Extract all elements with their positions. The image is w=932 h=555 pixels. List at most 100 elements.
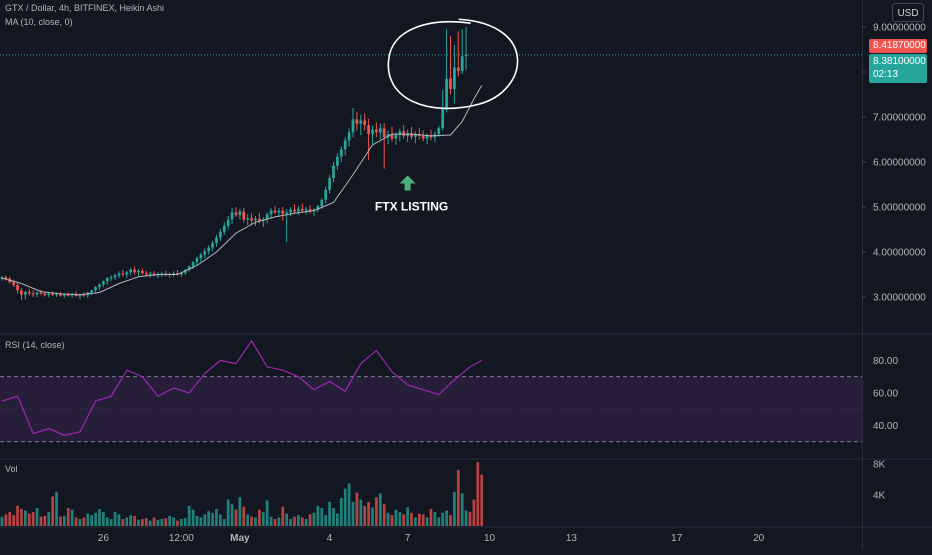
volume-bar — [347, 483, 351, 526]
candle-body — [66, 294, 70, 296]
candle-body — [12, 282, 16, 285]
volume-bar — [86, 513, 90, 526]
candle-body — [332, 165, 335, 179]
candle-body — [74, 294, 78, 297]
candle-body — [129, 269, 133, 273]
candle-body — [339, 149, 343, 157]
price-tick-label: 5.00000000 — [873, 203, 926, 214]
volume-bar — [234, 509, 238, 526]
volume-bar — [199, 517, 203, 526]
volume-bar — [222, 519, 226, 526]
candle-body — [55, 294, 58, 296]
volume-bar — [414, 517, 417, 526]
volume-bar — [176, 520, 179, 526]
candle-body — [375, 129, 378, 133]
currency-button[interactable]: USD — [892, 3, 924, 22]
candle-body — [410, 133, 413, 137]
candle-body — [180, 272, 183, 275]
volume-bar — [456, 470, 460, 526]
time-tick-label: 17 — [671, 533, 683, 544]
volume-bar — [328, 501, 331, 526]
volume-bar — [250, 516, 253, 526]
volume-bar — [164, 518, 168, 526]
volume-bar — [410, 512, 413, 526]
volume-bar — [265, 500, 269, 526]
bar-countdown: 02:13 — [873, 69, 899, 80]
candle-body — [316, 206, 320, 210]
candle-body — [195, 258, 199, 263]
candle-body — [27, 292, 31, 294]
volume-bar — [113, 512, 117, 526]
price-tick-label: 4.00000000 — [873, 248, 926, 259]
candle-body — [445, 78, 448, 108]
volume-bar — [156, 519, 160, 526]
candle-body — [59, 294, 62, 296]
volume-bar — [382, 504, 386, 526]
candle-body — [347, 132, 351, 141]
candle-body — [62, 294, 66, 296]
time-tick-label: 12:00 — [169, 533, 194, 544]
rsi-legend[interactable]: RSI (14, close) — [5, 340, 65, 350]
candle-body — [109, 277, 113, 279]
candle-body — [226, 219, 230, 226]
price-tick-label: 9.00000000 — [873, 23, 926, 34]
volume-bar — [293, 516, 296, 526]
candle-body — [98, 284, 101, 288]
volume-bar — [4, 514, 8, 526]
time-tick-label: 13 — [566, 533, 578, 544]
highlight-circle — [387, 18, 519, 110]
candle-body — [320, 199, 324, 207]
volume-bar — [109, 519, 113, 526]
ask-price-tag: 8.41870000 — [869, 39, 927, 53]
candle-body — [199, 254, 203, 259]
rsi-tick-label: 80.00 — [873, 356, 898, 367]
volume-bar — [312, 512, 316, 526]
volume-bar — [59, 516, 62, 526]
volume-bar — [246, 514, 250, 526]
symbol-legend[interactable]: GTX / Dollar, 4h, BITFINEX, Heikin Ashi — [5, 3, 165, 13]
volume-bar — [16, 505, 19, 526]
volume-bar — [144, 518, 148, 526]
volume-bar — [148, 520, 152, 526]
volume-bar — [215, 508, 218, 526]
volume-bar — [277, 517, 281, 526]
candle-body — [378, 128, 382, 133]
volume-bar — [258, 509, 261, 526]
candle-body — [464, 54, 468, 57]
candle-body — [176, 273, 179, 275]
volume-bar — [105, 517, 109, 526]
volume-bar — [35, 508, 39, 526]
rsi-tick-label: 40.00 — [873, 421, 898, 432]
volume-bar — [417, 513, 421, 526]
volume-bar — [55, 491, 58, 526]
volume-bar — [445, 510, 448, 526]
volume-bar — [137, 519, 140, 526]
price-tick-label: 3.00000000 — [873, 293, 926, 304]
candle-body — [105, 278, 109, 282]
volume-bar — [66, 508, 70, 526]
candle-body — [460, 56, 464, 72]
volume-bar — [390, 515, 394, 526]
candle-body — [367, 125, 370, 135]
volume-bar — [43, 515, 47, 526]
volume-bar — [152, 517, 156, 526]
volume-bar — [437, 517, 441, 526]
ma-legend[interactable]: MA (10, close, 0) — [5, 17, 73, 27]
candle-body — [133, 269, 136, 273]
volume-bar — [304, 519, 308, 526]
candle-body — [20, 290, 23, 295]
vol-legend[interactable]: Vol — [5, 464, 18, 474]
candle-body — [453, 67, 456, 90]
volume-bar — [472, 499, 476, 526]
candle-body — [324, 189, 328, 200]
candle-body — [191, 262, 195, 267]
candle-body — [207, 247, 211, 252]
volume-bar — [402, 514, 406, 526]
volume-bar — [70, 509, 74, 526]
volume-bar — [121, 519, 125, 526]
volume-bar — [421, 514, 425, 526]
candle-body — [355, 119, 359, 124]
volume-bar — [207, 511, 211, 526]
volume-bar — [238, 497, 242, 526]
